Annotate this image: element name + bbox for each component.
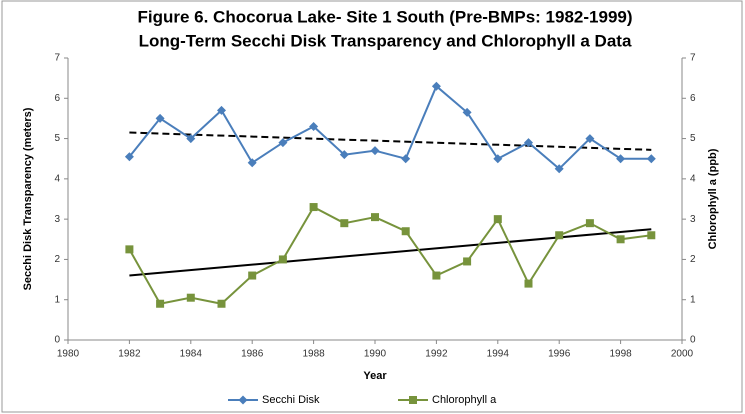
marker bbox=[401, 227, 410, 236]
y-tick-label: 3 bbox=[54, 214, 60, 225]
marker bbox=[278, 255, 287, 264]
y-axis-label: Secchi Disk Transparency (meters) bbox=[22, 107, 34, 290]
marker bbox=[555, 231, 564, 240]
trendline bbox=[129, 228, 652, 277]
y2-tick-label: 5 bbox=[690, 133, 696, 144]
marker bbox=[432, 271, 441, 280]
y2-tick-label: 3 bbox=[690, 214, 696, 225]
legend-label: Secchi Disk bbox=[262, 394, 320, 406]
marker bbox=[124, 152, 134, 162]
y2-tick-label: 1 bbox=[690, 294, 696, 305]
marker bbox=[646, 154, 656, 164]
marker bbox=[493, 215, 502, 224]
marker bbox=[186, 293, 195, 302]
trendline bbox=[129, 131, 652, 151]
marker bbox=[217, 299, 226, 308]
marker bbox=[524, 138, 533, 148]
x-tick-label: 2000 bbox=[671, 349, 694, 360]
marker bbox=[493, 154, 503, 164]
x-tick-label: 1996 bbox=[548, 349, 571, 360]
marker bbox=[309, 203, 318, 212]
marker bbox=[339, 150, 349, 160]
x-tick-label: 1984 bbox=[180, 349, 203, 360]
marker bbox=[340, 219, 349, 228]
y2-tick-label: 6 bbox=[690, 93, 696, 104]
x-tick-label: 1980 bbox=[57, 349, 80, 360]
chart-title: Figure 6. Chocorua Lake- Site 1 South (P… bbox=[137, 7, 632, 26]
marker bbox=[409, 396, 417, 404]
marker bbox=[371, 213, 379, 222]
marker bbox=[616, 235, 625, 244]
series-line bbox=[128, 84, 652, 171]
y-tick-label: 0 bbox=[54, 335, 60, 346]
marker bbox=[278, 138, 288, 148]
marker bbox=[401, 154, 411, 164]
y-tick-label: 4 bbox=[54, 173, 60, 184]
series-line bbox=[128, 205, 652, 305]
marker bbox=[155, 113, 165, 123]
marker bbox=[156, 299, 165, 308]
marker bbox=[585, 219, 594, 228]
y-tick-label: 5 bbox=[54, 133, 60, 144]
marker bbox=[462, 107, 472, 117]
chart-subtitle: Long-Term Secchi Disk Transparency and C… bbox=[139, 31, 632, 50]
x-tick-label: 1982 bbox=[118, 349, 141, 360]
y-tick-label: 2 bbox=[54, 254, 60, 265]
y-tick-label: 7 bbox=[54, 53, 60, 64]
x-tick-label: 1986 bbox=[241, 349, 264, 360]
x-tick-label: 1998 bbox=[609, 349, 632, 360]
marker bbox=[463, 257, 472, 266]
marker bbox=[524, 279, 533, 288]
marker bbox=[248, 271, 257, 280]
marker bbox=[616, 154, 626, 164]
marker bbox=[431, 81, 441, 91]
marker bbox=[238, 395, 248, 405]
y2-tick-label: 2 bbox=[690, 254, 696, 265]
y-tick-label: 6 bbox=[54, 93, 60, 104]
marker bbox=[125, 245, 134, 254]
x-tick-label: 1992 bbox=[425, 349, 448, 360]
y2-axis-label: Chlorophyll a (ppb) bbox=[707, 148, 719, 249]
marker bbox=[247, 158, 257, 168]
x-tick-label: 1988 bbox=[302, 349, 325, 360]
x-axis-label: Year bbox=[363, 370, 387, 382]
marker bbox=[370, 146, 380, 156]
y2-tick-label: 4 bbox=[690, 173, 696, 184]
marker bbox=[585, 134, 595, 144]
y2-tick-label: 7 bbox=[690, 53, 696, 64]
x-tick-label: 1994 bbox=[487, 349, 510, 360]
marker bbox=[217, 105, 226, 115]
marker bbox=[309, 121, 319, 131]
marker bbox=[647, 231, 656, 240]
y2-tick-label: 0 bbox=[690, 335, 696, 346]
y-tick-label: 1 bbox=[54, 294, 60, 305]
x-tick-label: 1990 bbox=[364, 349, 387, 360]
legend-label: Chlorophyll a bbox=[432, 394, 497, 406]
marker bbox=[554, 164, 564, 174]
marker bbox=[186, 134, 196, 144]
